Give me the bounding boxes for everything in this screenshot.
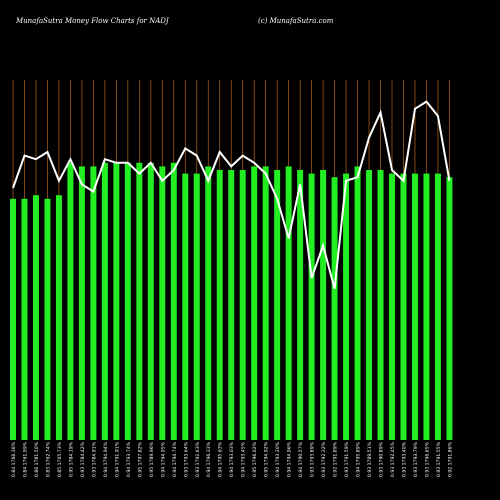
x-tick-label: 0.93 1789.51% bbox=[367, 441, 373, 477]
x-tick-label: 0.92 1791.86% bbox=[447, 441, 453, 477]
bar bbox=[193, 173, 200, 440]
bar bbox=[159, 166, 166, 440]
x-tick-label: 0.94 1791.91% bbox=[114, 441, 120, 477]
bar bbox=[78, 166, 85, 440]
x-tick-label: 0.94 1793.03% bbox=[229, 441, 235, 477]
x-tick-label: 0.95 1789.96% bbox=[149, 441, 155, 477]
x-tick-label: 0.95 1784.19% bbox=[68, 441, 74, 477]
bar bbox=[308, 173, 315, 440]
x-tick-label: 0.93 1793.40% bbox=[401, 441, 407, 477]
bar bbox=[147, 162, 154, 441]
bar bbox=[90, 166, 97, 440]
x-tick-label: 0.93 1796.65% bbox=[424, 441, 430, 477]
bar bbox=[331, 177, 338, 440]
chart-bars bbox=[10, 162, 453, 441]
x-tick-label: 0.86 1781.50% bbox=[34, 441, 40, 477]
bar bbox=[32, 195, 39, 440]
bar bbox=[21, 198, 28, 440]
bar bbox=[320, 170, 327, 440]
x-tick-label: 0.94 1794.74% bbox=[172, 441, 178, 477]
x-tick-label: 0.93 1792.63% bbox=[195, 441, 201, 477]
x-tick-label: 0.94 1795.89% bbox=[356, 441, 362, 477]
bar bbox=[55, 195, 62, 440]
bar bbox=[101, 162, 108, 441]
bar bbox=[389, 173, 396, 440]
bar bbox=[205, 166, 212, 440]
x-tick-label: 0.92 1791.89% bbox=[333, 441, 339, 477]
bar bbox=[434, 173, 441, 440]
x-tick-label: 0.84 1766.36% bbox=[11, 441, 17, 477]
bar bbox=[411, 173, 418, 440]
x-tick-label: 0.94 1794.94% bbox=[103, 441, 109, 477]
bar bbox=[297, 170, 304, 440]
x-tick-label: 0.84 1761.99% bbox=[22, 441, 28, 477]
x-tick-label: 0.95 1797.82% bbox=[137, 441, 143, 477]
x-tick-label: 0.94 1790.57% bbox=[298, 441, 304, 477]
x-tick-label: 0.94 1793.45% bbox=[241, 441, 247, 477]
x-tick-label: 0.93 1791.55% bbox=[436, 441, 442, 477]
bar bbox=[446, 177, 453, 440]
x-tick-label: 0.93 1793.89% bbox=[310, 441, 316, 477]
x-tick-label: 0.93 1791.59% bbox=[344, 441, 350, 477]
bar bbox=[228, 170, 235, 440]
x-tick-label: 0.93 1793.64% bbox=[183, 441, 189, 477]
bar bbox=[377, 170, 384, 440]
bar bbox=[366, 170, 373, 440]
x-tick-label: 0.93 1792.45% bbox=[390, 441, 396, 477]
x-tick-label: 0.85 1765.73% bbox=[57, 441, 63, 477]
x-tick-label: 0.93 1792.32% bbox=[321, 441, 327, 477]
bar bbox=[67, 162, 74, 441]
x-tick-label: 0.83 1762.74% bbox=[45, 441, 51, 477]
bar bbox=[285, 166, 292, 440]
bar bbox=[124, 162, 131, 441]
x-tick-label: 0.94 1793.20% bbox=[275, 441, 281, 477]
chart-x-labels: 0.84 1766.36% 0.84 1761.99% 0.86 1781.50% 0… bbox=[11, 441, 453, 477]
bar bbox=[400, 173, 407, 440]
bar bbox=[10, 198, 16, 440]
bar bbox=[216, 170, 223, 440]
x-tick-label: 0.93 1793.79% bbox=[413, 441, 419, 477]
bar bbox=[423, 173, 430, 440]
bar bbox=[262, 166, 269, 440]
x-tick-label: 0.94 1795.63% bbox=[218, 441, 224, 477]
x-tick-label: 0.95 1794.92% bbox=[264, 441, 270, 477]
x-tick-label: 0.93 1784.91% bbox=[91, 441, 97, 477]
bar bbox=[274, 170, 281, 440]
bar bbox=[136, 162, 143, 441]
bar bbox=[113, 162, 120, 441]
money-flow-line bbox=[12, 100, 451, 290]
bar bbox=[44, 198, 51, 440]
x-tick-label: 0.94 1794.95% bbox=[160, 441, 166, 477]
bar bbox=[251, 166, 258, 440]
x-tick-label: 0.94 1796.33% bbox=[206, 441, 212, 477]
chart-title: MunafaSutra Money Flow Charts for NADJ bbox=[16, 17, 169, 25]
bar bbox=[343, 173, 350, 440]
bar bbox=[170, 162, 177, 441]
x-tick-label: 0.95 1796.02% bbox=[252, 441, 258, 477]
bar bbox=[182, 173, 189, 440]
brand-watermark: (c) MunafaSutra.com bbox=[258, 17, 334, 25]
bar bbox=[354, 166, 361, 440]
x-tick-label: 0.93 1784.42% bbox=[80, 441, 86, 477]
bar bbox=[239, 170, 246, 440]
x-tick-label: 0.93 1790.89% bbox=[379, 441, 385, 477]
x-tick-label: 0.94 1794.96% bbox=[287, 441, 293, 477]
x-tick-label: 0.94 1793.74% bbox=[126, 441, 132, 477]
